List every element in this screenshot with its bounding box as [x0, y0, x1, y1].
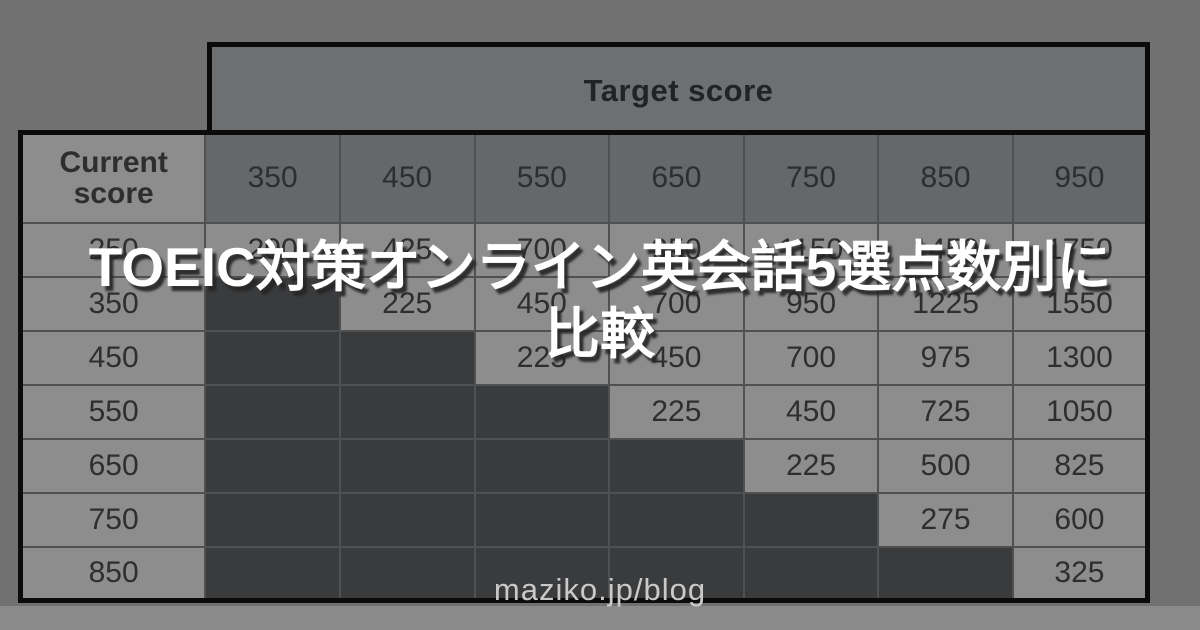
empty-cell — [204, 437, 341, 494]
hours-cell: 1050 — [1011, 383, 1149, 440]
empty-cell — [473, 437, 611, 494]
hours-cell: 825 — [1011, 437, 1149, 494]
table-row-350: 350 225 450 700 950 1225 1550 — [19, 275, 1149, 332]
row-header-750: 750 — [19, 491, 207, 548]
row-header-550: 550 — [19, 383, 207, 440]
hours-cell: 225 — [338, 275, 476, 332]
site-watermark: maziko.jp/blog — [493, 572, 707, 607]
page-title-line2: 比較 — [544, 303, 655, 365]
target-col-header-850: 850 — [877, 131, 1014, 224]
page-title: TOEIC対策オンライン英会話5選点数別に 比較 — [0, 234, 1200, 368]
empty-cell — [338, 329, 476, 386]
empty-cell — [338, 491, 476, 548]
table-row-850: 850 325 — [19, 545, 1149, 602]
empty-cell — [742, 491, 880, 548]
table-row-450: 450 225 450 700 975 1300 — [19, 329, 1149, 386]
hours-cell: 1550 — [1011, 275, 1149, 332]
hours-cell: 225 — [608, 383, 745, 440]
current-score-corner-header: Current score — [19, 131, 207, 224]
corner-header-line2: score — [73, 177, 154, 211]
hours-cell: 700 — [608, 275, 745, 332]
row-header-350: 350 — [19, 275, 207, 332]
score-table: Current score 350 450 550 650 750 850 95… — [18, 130, 1150, 603]
table-row-550: 550 225 450 725 1050 — [19, 383, 1149, 440]
empty-cell — [608, 545, 745, 602]
hours-cell: 1150 — [742, 221, 880, 278]
empty-cell — [204, 383, 341, 440]
table-row-250: 250 200 425 700 950 1150 1450 1750 — [19, 221, 1149, 278]
hours-cell: 975 — [877, 329, 1014, 386]
hours-cell: 700 — [742, 329, 880, 386]
bottom-strip — [0, 606, 1200, 630]
target-score-header-label: Target score — [583, 73, 774, 108]
target-col-header-650: 650 — [608, 131, 745, 224]
target-col-header-450: 450 — [338, 131, 476, 224]
hours-cell: 950 — [608, 221, 745, 278]
hours-cell: 700 — [473, 221, 611, 278]
hours-cell: 225 — [742, 437, 880, 494]
empty-cell — [204, 275, 341, 332]
hours-cell: 1450 — [877, 221, 1014, 278]
table-row-650: 650 225 500 825 — [19, 437, 1149, 494]
hours-cell: 275 — [877, 491, 1014, 548]
hours-cell: 1225 — [877, 275, 1014, 332]
hours-cell: 325 — [1011, 545, 1149, 602]
empty-cell — [204, 329, 341, 386]
hours-cell: 725 — [877, 383, 1014, 440]
row-header-450: 450 — [19, 329, 207, 386]
empty-cell — [204, 545, 341, 602]
empty-cell — [204, 491, 341, 548]
row-header-250: 250 — [19, 221, 207, 278]
hours-cell: 1750 — [1011, 221, 1149, 278]
hours-cell: 1300 — [1011, 329, 1149, 386]
empty-cell — [877, 545, 1014, 602]
empty-cell — [473, 383, 611, 440]
empty-cell — [338, 545, 476, 602]
empty-cell — [338, 383, 476, 440]
hours-cell: 450 — [473, 275, 611, 332]
target-score-header: Target score — [207, 42, 1150, 135]
target-col-header-750: 750 — [742, 131, 880, 224]
column-header-row: Current score 350 450 550 650 750 850 95… — [19, 131, 1149, 224]
target-col-header-950: 950 — [1011, 131, 1149, 224]
table-row-750: 750 275 600 — [19, 491, 1149, 548]
target-col-header-350: 350 — [204, 131, 341, 224]
corner-header-line1: Current — [59, 145, 168, 179]
hours-cell: 225 — [473, 329, 611, 386]
empty-cell — [473, 491, 611, 548]
hours-cell: 450 — [742, 383, 880, 440]
hours-cell: 600 — [1011, 491, 1149, 548]
hours-cell: 450 — [608, 329, 745, 386]
empty-cell — [608, 437, 745, 494]
hours-cell: 200 — [204, 221, 341, 278]
target-col-header-550: 550 — [473, 131, 611, 224]
hours-cell: 500 — [877, 437, 1014, 494]
empty-cell — [338, 437, 476, 494]
row-header-850: 850 — [19, 545, 207, 602]
hours-cell: 425 — [338, 221, 476, 278]
hours-cell: 950 — [742, 275, 880, 332]
page-title-line1: TOEIC対策オンライン英会話5選点数別に — [88, 236, 1112, 298]
row-header-650: 650 — [19, 437, 207, 494]
empty-cell — [608, 491, 745, 548]
empty-cell — [473, 545, 611, 602]
empty-cell — [742, 545, 880, 602]
